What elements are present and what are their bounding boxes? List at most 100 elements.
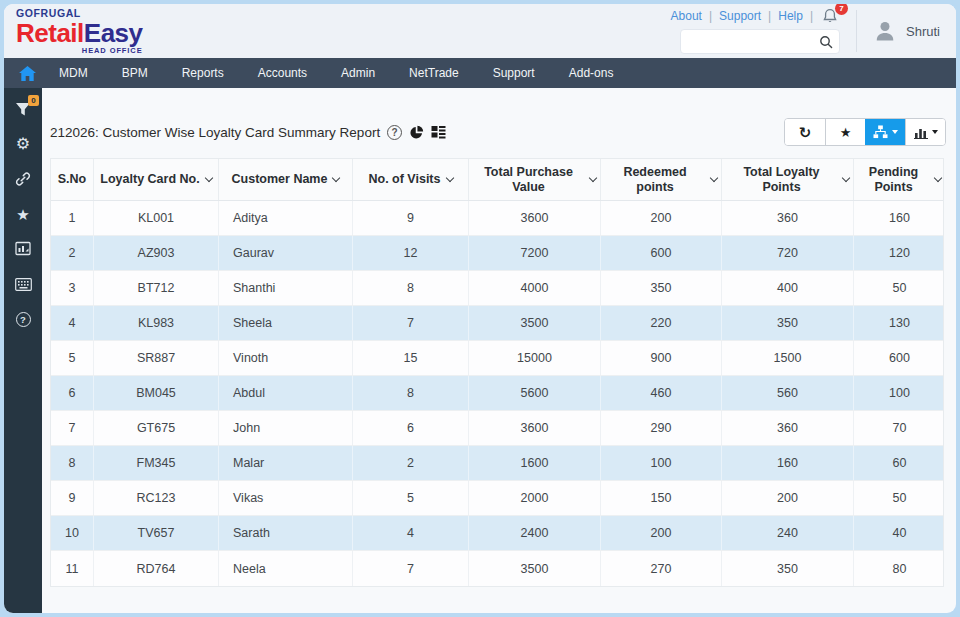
- filter-badge: 0: [28, 95, 39, 106]
- report-viewer-icon[interactable]: [13, 239, 33, 259]
- sort-chevron-icon[interactable]: [204, 173, 212, 181]
- table-row[interactable]: 10TV657Sarath4240020024040: [51, 516, 943, 551]
- cell-total-loyalty-points: 560: [722, 376, 854, 410]
- search-input[interactable]: [689, 35, 819, 49]
- cell-s-no: 5: [51, 341, 94, 375]
- cell-s-no: 6: [51, 376, 94, 410]
- cell-total-purchase-value: 3500: [469, 551, 601, 586]
- table-grid-icon[interactable]: [431, 125, 446, 139]
- about-link[interactable]: About: [671, 9, 702, 23]
- cell-redeemed-points: 200: [601, 516, 722, 550]
- table-row[interactable]: 6BM045Abdul85600460560100: [51, 376, 943, 411]
- table-row[interactable]: 7GT675John6360029036070: [51, 411, 943, 446]
- nav-item-mdm[interactable]: MDM: [42, 58, 105, 88]
- column-label: Total Loyalty Points: [726, 165, 837, 195]
- cell-loyalty-card-no: RD764: [94, 551, 219, 586]
- cell-customer-name: Vikas: [219, 481, 353, 515]
- cell-pending-points: 120: [854, 236, 945, 270]
- column-header-loyalty-card-no[interactable]: Loyalty Card No.: [94, 159, 219, 200]
- cell-total-loyalty-points: 240: [722, 516, 854, 550]
- cell-total-loyalty-points: 200: [722, 481, 854, 515]
- nav-item-support[interactable]: Support: [476, 58, 552, 88]
- cell-no-of-visits: 4: [353, 516, 469, 550]
- table-row[interactable]: 1KL001Aditya93600200360160: [51, 201, 943, 236]
- column-header-no-of-visits[interactable]: No. of Visits: [353, 159, 469, 200]
- cell-total-loyalty-points: 350: [722, 551, 854, 586]
- chart-view-button[interactable]: [905, 119, 945, 145]
- column-header-redeemed-points[interactable]: Redeemed points: [601, 159, 722, 200]
- cell-total-loyalty-points: 160: [722, 446, 854, 480]
- cell-no-of-visits: 7: [353, 551, 469, 586]
- cell-customer-name: Shanthi: [219, 271, 353, 305]
- help-link[interactable]: Help: [778, 9, 803, 23]
- brand-product: RetailEasy: [16, 20, 143, 46]
- chevron-down-icon: [892, 130, 898, 134]
- table-row[interactable]: 2AZ903Gaurav127200600720120: [51, 236, 943, 271]
- nav-item-reports[interactable]: Reports: [165, 58, 241, 88]
- nav-item-add-ons[interactable]: Add-ons: [552, 58, 631, 88]
- chevron-down-icon: [932, 130, 938, 134]
- sort-chevron-icon[interactable]: [445, 173, 453, 181]
- table-row[interactable]: 9RC123Vikas5200015020050: [51, 481, 943, 516]
- table-row[interactable]: 4KL983Sheela73500220350130: [51, 306, 943, 341]
- cell-s-no: 2: [51, 236, 94, 270]
- cell-pending-points: 60: [854, 446, 945, 480]
- sort-chevron-icon[interactable]: [710, 173, 718, 181]
- column-header-total-purchase-value[interactable]: Total Purchase Value: [469, 159, 601, 200]
- cell-pending-points: 40: [854, 516, 945, 550]
- column-header-customer-name[interactable]: Customer Name: [219, 159, 353, 200]
- column-label: Customer Name: [232, 172, 328, 187]
- sort-chevron-icon[interactable]: [934, 173, 942, 181]
- refresh-button[interactable]: ↻: [785, 119, 825, 145]
- cell-s-no: 11: [51, 551, 94, 586]
- sort-chevron-icon[interactable]: [332, 173, 340, 181]
- cell-customer-name: Abdul: [219, 376, 353, 410]
- filter-icon[interactable]: 0: [13, 99, 33, 119]
- favorite-button[interactable]: ★: [825, 119, 865, 145]
- cell-redeemed-points: 290: [601, 411, 722, 445]
- cell-loyalty-card-no: RC123: [94, 481, 219, 515]
- cell-pending-points: 50: [854, 271, 945, 305]
- cell-no-of-visits: 7: [353, 306, 469, 340]
- link-icon[interactable]: [13, 169, 33, 189]
- cell-loyalty-card-no: SR887: [94, 341, 219, 375]
- pie-chart-icon[interactable]: [409, 125, 424, 140]
- table-header-row: S.NoLoyalty Card No.Customer NameNo. of …: [51, 159, 943, 201]
- table-row[interactable]: 8FM345Malar2160010016060: [51, 446, 943, 481]
- nav-item-nettrade[interactable]: NetTrade: [392, 58, 476, 88]
- table-row[interactable]: 3BT712Shanthi8400035040050: [51, 271, 943, 306]
- settings-icon[interactable]: ⚙: [13, 134, 33, 154]
- hierarchy-view-button[interactable]: [865, 119, 905, 145]
- nav-item-accounts[interactable]: Accounts: [241, 58, 324, 88]
- help-icon[interactable]: ?: [13, 309, 33, 329]
- brand-logo[interactable]: GOFRUGAL RetailEasy HEAD OFFICE: [16, 8, 143, 54]
- cell-customer-name: Vinoth: [219, 341, 353, 375]
- column-header-pending-points[interactable]: Pending Points: [854, 159, 945, 200]
- column-label: Pending Points: [858, 165, 929, 195]
- table-row[interactable]: 5SR887Vinoth15150009001500600: [51, 341, 943, 376]
- brand-edition: HEAD OFFICE: [16, 47, 143, 55]
- cell-customer-name: Gaurav: [219, 236, 353, 270]
- cell-total-loyalty-points: 360: [722, 411, 854, 445]
- cell-total-purchase-value: 5600: [469, 376, 601, 410]
- report-help-icon[interactable]: ?: [387, 125, 402, 140]
- column-header-total-loyalty-points[interactable]: Total Loyalty Points: [722, 159, 854, 200]
- cell-loyalty-card-no: BM045: [94, 376, 219, 410]
- keyboard-icon[interactable]: [13, 274, 33, 294]
- user-menu[interactable]: Shruti: [856, 10, 940, 52]
- home-icon[interactable]: [12, 58, 42, 88]
- favorites-icon[interactable]: ★: [13, 204, 33, 224]
- support-link[interactable]: Support: [719, 9, 761, 23]
- notification-badge: 7: [835, 4, 848, 15]
- notification-bell-icon[interactable]: 7: [822, 8, 840, 24]
- sort-chevron-icon[interactable]: [842, 173, 850, 181]
- nav-item-bpm[interactable]: BPM: [105, 58, 165, 88]
- table-row[interactable]: 11RD764Neela7350027035080: [51, 551, 943, 586]
- cell-pending-points: 160: [854, 201, 945, 235]
- nav-item-admin[interactable]: Admin: [324, 58, 392, 88]
- cell-no-of-visits: 8: [353, 376, 469, 410]
- cell-total-loyalty-points: 360: [722, 201, 854, 235]
- cell-customer-name: Sarath: [219, 516, 353, 550]
- sort-chevron-icon[interactable]: [589, 173, 597, 181]
- search-icon[interactable]: [819, 35, 833, 49]
